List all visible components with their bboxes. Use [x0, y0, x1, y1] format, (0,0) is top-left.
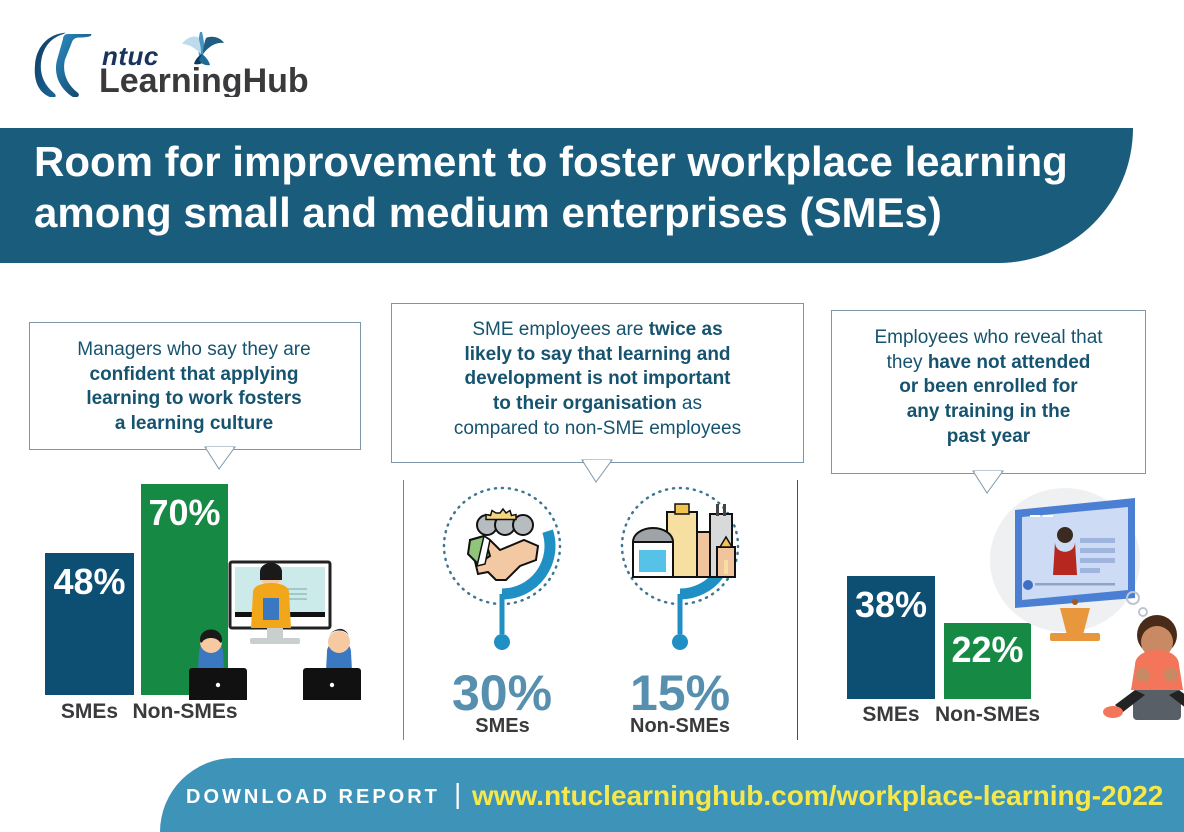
svg-text:30%: 30% — [452, 665, 552, 721]
svg-text:15%: 15% — [630, 665, 730, 721]
svg-text:LearningHub: LearningHub — [99, 62, 309, 97]
